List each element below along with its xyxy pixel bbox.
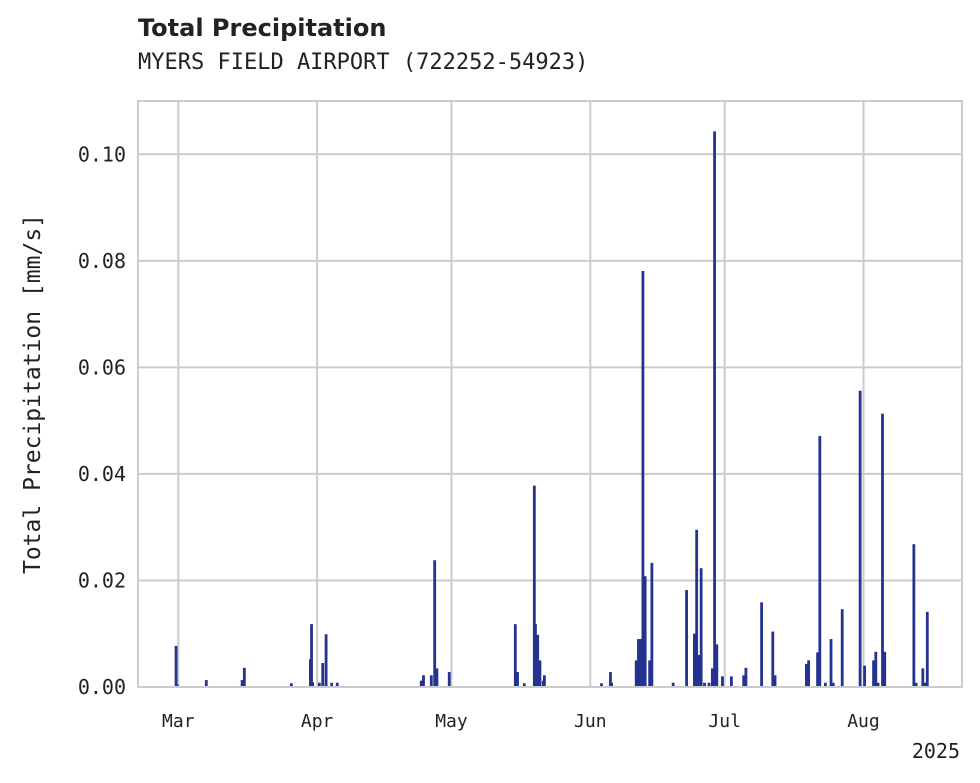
precipitation-bar	[447, 672, 451, 687]
y-tick-labels: 0.00 0.02 0.04 0.06 0.08 0.10	[78, 142, 126, 699]
precipitation-bar	[534, 624, 537, 687]
precipitation-bar	[713, 131, 716, 687]
x-tick-label: Jul	[708, 711, 741, 732]
x-tick-label: May	[435, 711, 468, 732]
precipitation-bar	[925, 611, 929, 687]
precipitation-bar	[729, 676, 733, 687]
precipitation-bar	[695, 529, 699, 687]
precipitation-bar	[721, 676, 724, 687]
precipitation-bar	[715, 644, 719, 687]
precipitation-bar	[685, 590, 688, 687]
precipitation-bar	[609, 672, 612, 687]
precipitation-bar	[771, 631, 775, 687]
precipitation-bar	[863, 665, 866, 687]
precipitation-bar	[321, 663, 325, 687]
precipitation-bar	[175, 684, 179, 687]
precipitation-bar	[433, 560, 437, 687]
precipitation-bar	[610, 682, 613, 687]
precipitation-bar	[760, 602, 763, 687]
y-tick-label: 0.08	[78, 249, 126, 273]
grid-lines	[138, 101, 962, 688]
precipitation-bar	[311, 682, 315, 687]
precipitation-bar	[289, 683, 293, 687]
precipitation-bar	[641, 270, 645, 687]
precipitation-bar	[707, 682, 711, 687]
x-tick-labels: Mar Apr May Jun Jul Aug	[162, 711, 880, 732]
precipitation-bar	[522, 683, 526, 687]
precipitation-bar	[914, 682, 918, 687]
chart-title: Total Precipitation	[138, 14, 387, 42]
precipitation-bar	[516, 672, 519, 687]
precipitation-bar	[637, 639, 640, 687]
precipitation-bar	[804, 664, 808, 687]
precipitation-bar	[643, 576, 647, 687]
precipitation-bar	[921, 668, 925, 687]
precipitation-bar	[422, 675, 425, 687]
x-tick-label: Apr	[301, 711, 334, 732]
plot-frame	[137, 100, 963, 688]
precipitation-bar	[710, 668, 714, 687]
precipitation-bar	[697, 655, 701, 687]
precipitation-bar	[671, 682, 675, 687]
precipitation-bar	[742, 675, 746, 687]
precipitation-bar	[829, 639, 833, 687]
precipitation-bar	[923, 682, 927, 687]
x-tick-label: Aug	[847, 711, 880, 732]
precipitation-bar	[876, 682, 880, 687]
y-tick-label: 0.06	[78, 355, 126, 379]
precipitation-bar	[240, 680, 244, 687]
precipitation-bar	[435, 668, 439, 687]
precipitation-bar	[650, 562, 654, 687]
precipitation-bar	[648, 660, 652, 687]
precipitation-bar	[858, 390, 862, 687]
precipitation-bar	[881, 413, 884, 687]
precipitation-bar	[639, 639, 643, 687]
precipitation-bar	[330, 682, 334, 687]
precipitation-bar	[174, 645, 178, 687]
y-tick-label: 0.00	[78, 675, 126, 699]
precipitation-bar	[807, 660, 811, 687]
y-tick-label: 0.02	[78, 568, 126, 592]
chart-subtitle: MYERS FIELD AIRPORT (722252-54923)	[138, 50, 589, 75]
y-tick-label: 0.04	[78, 462, 126, 486]
precipitation-bar	[773, 675, 777, 687]
precipitation-bar	[317, 682, 321, 687]
precipitation-bar	[883, 651, 887, 687]
y-axis-label: Total Precipitation [mm/s]	[20, 214, 46, 574]
precipitation-bar	[703, 682, 706, 687]
precipitation-bar	[532, 485, 536, 687]
year-label: 2025	[912, 739, 960, 763]
precipitation-bar	[872, 660, 875, 687]
precipitation-bar	[699, 568, 703, 687]
precipitation-bar	[831, 682, 835, 687]
precipitation-bar	[513, 624, 517, 687]
precipitation-bar	[324, 634, 328, 687]
precipitation-bar	[874, 651, 878, 687]
precipitation-bar	[634, 660, 638, 687]
precipitation-bar	[824, 682, 827, 687]
precipitation-bar	[419, 680, 423, 687]
precipitation-bar	[429, 675, 433, 687]
x-tick-label: Mar	[162, 711, 195, 732]
precipitation-bar	[242, 667, 246, 687]
precipitation-bar	[543, 675, 546, 687]
y-tick-label: 0.10	[78, 142, 126, 166]
precipitation-bar	[536, 634, 540, 687]
precipitation-bars	[174, 131, 929, 687]
x-tick-label: Jun	[574, 711, 607, 732]
precipitation-bar	[840, 609, 844, 687]
precipitation-bar	[335, 682, 339, 687]
precipitation-bar	[816, 652, 819, 687]
precipitation-bar	[600, 683, 603, 687]
precipitation-bar	[693, 633, 696, 687]
precipitation-bar	[538, 660, 542, 687]
precipitation-bar	[818, 436, 822, 687]
precipitation-bar	[912, 544, 916, 687]
precipitation-bar	[204, 680, 208, 687]
precipitation-bar	[744, 667, 748, 687]
precipitation-bar	[310, 624, 313, 687]
